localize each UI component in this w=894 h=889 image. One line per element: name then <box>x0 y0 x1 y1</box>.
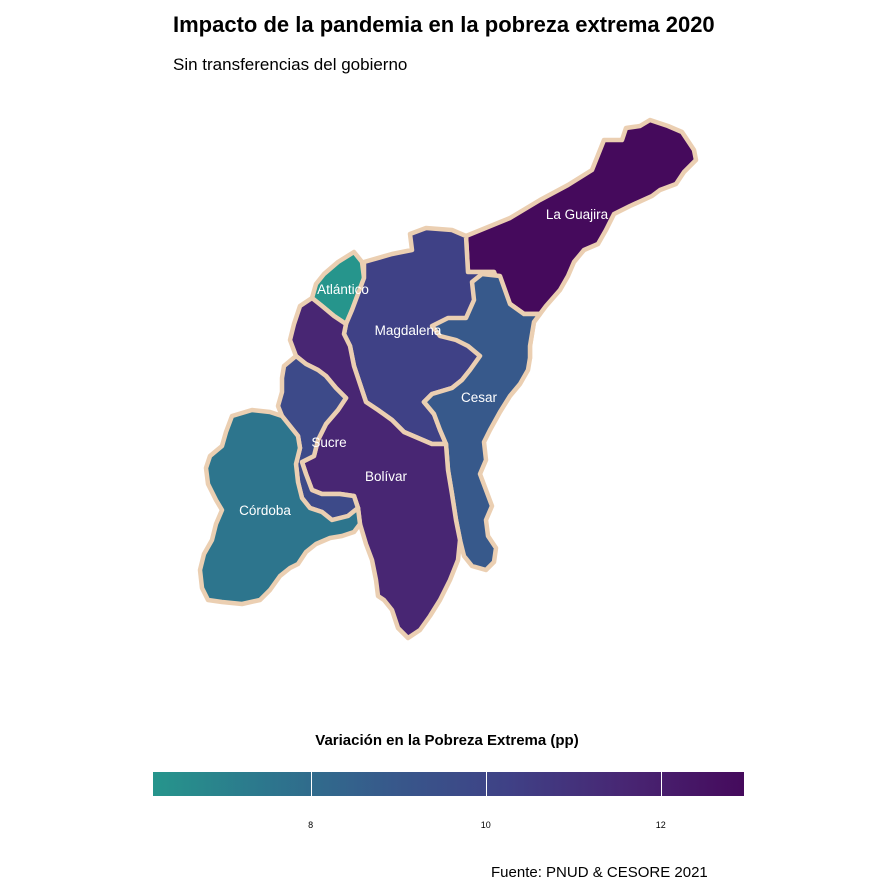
region-label-sucre: Sucre <box>311 435 346 450</box>
region-label-cordoba: Córdoba <box>239 503 291 518</box>
region-label-cesar: Cesar <box>461 390 498 405</box>
legend-tick-mark <box>660 772 662 796</box>
legend-tick-label: 10 <box>480 820 491 830</box>
region-label-magdalena: Magdalena <box>375 323 442 338</box>
region-label-atlantico: Atlántico <box>317 282 369 297</box>
legend-tick-mark <box>310 772 312 796</box>
region-label-la-guajira: La Guajira <box>546 207 609 222</box>
choropleth-map: La Guajira Atlántico Magdalena Cesar Bol… <box>197 117 699 641</box>
legend-colorbar <box>153 772 744 796</box>
legend-tick-label: 12 <box>655 820 666 830</box>
legend-title: Variación en la Pobreza Extrema (pp) <box>315 732 579 749</box>
map-title: Impacto de la pandemia en la pobreza ext… <box>173 12 715 37</box>
region-cordoba <box>197 407 363 607</box>
source-caption: Fuente: PNUD & CESORE 2021 <box>491 864 708 881</box>
region-label-bolivar: Bolívar <box>365 469 408 484</box>
map-subtitle: Sin transferencias del gobierno <box>173 55 408 74</box>
legend-tick-mark <box>485 772 487 796</box>
legend-tick-label: 8 <box>308 820 314 830</box>
